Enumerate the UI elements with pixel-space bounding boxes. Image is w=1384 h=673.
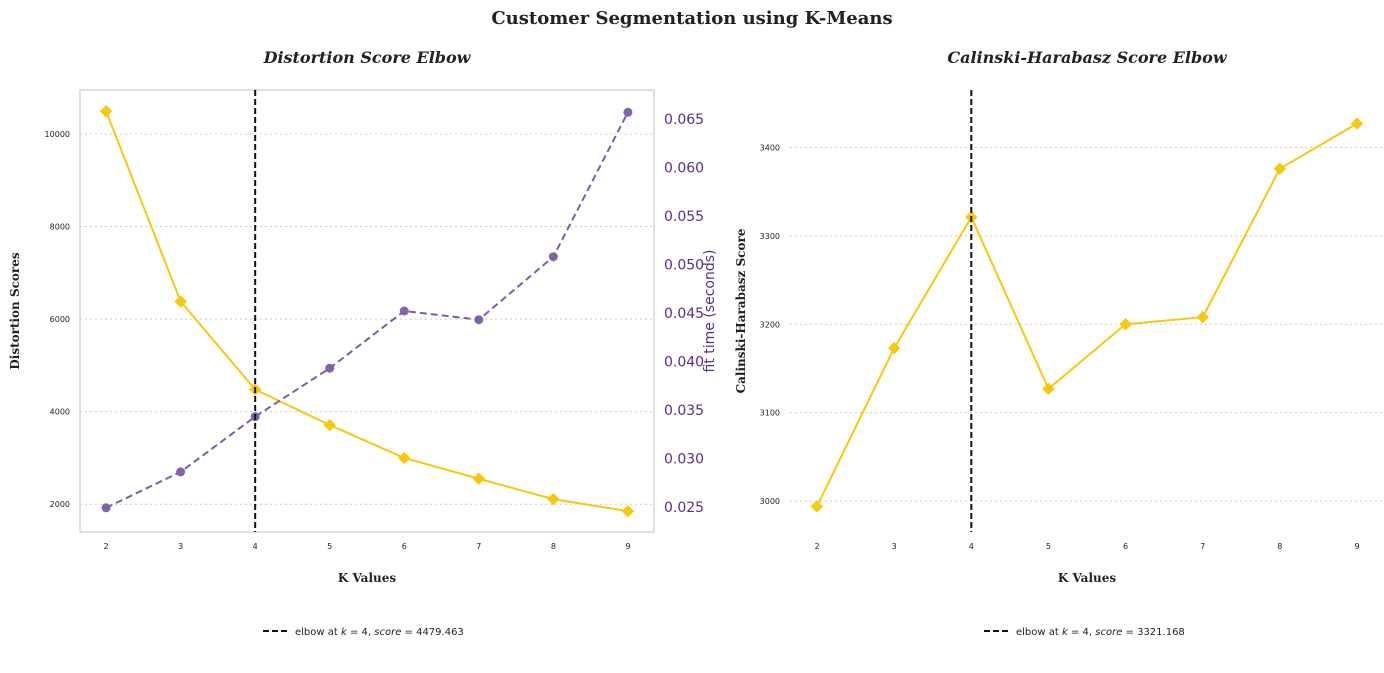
legend-label: elbow at k = 4, score = 4479.463 xyxy=(295,627,464,638)
y2-tick-label: 0.035 xyxy=(664,403,704,419)
data-point-calinski_harabasz xyxy=(1350,117,1364,130)
x-tick-label: 7 xyxy=(476,542,481,551)
series-line-distortion xyxy=(105,110,629,513)
y-tick-label: 3300 xyxy=(760,232,780,241)
y2-tick-label: 0.040 xyxy=(664,354,704,370)
legend-label-part: k xyxy=(1062,627,1069,638)
legend-label-part: score xyxy=(1095,627,1122,638)
data-point-fit_time xyxy=(474,315,484,325)
data-point-calinski_harabasz xyxy=(1273,162,1287,175)
chart-2: Calinski-Harabasz Score Elbow 3000 3100 320… xyxy=(734,48,1384,638)
x-tick-label: 2 xyxy=(814,542,819,551)
data-point-distortion xyxy=(99,105,113,118)
y-tick-label: 10000 xyxy=(45,130,70,139)
legend-label: elbow at k = 4, score = 3321.168 xyxy=(1016,627,1185,638)
chart-1: Distortion Score Elbow 2000 4000 6000 8000 10… xyxy=(8,48,718,638)
legend-label-part: k xyxy=(341,627,348,638)
y-tick-label: 8000 xyxy=(50,223,70,232)
y-axis-label: Calinski-Harabasz Score xyxy=(734,228,748,393)
x-tick-label: 8 xyxy=(1277,542,1282,551)
x-tick-label: 9 xyxy=(1354,542,1359,551)
chart-title: Calinski-Harabasz Score Elbow xyxy=(947,48,1227,67)
y2-tick-label: 0.050 xyxy=(664,257,704,273)
y2-tick-label: 0.045 xyxy=(664,306,704,322)
y-tick-label: 2000 xyxy=(50,500,70,509)
data-point-fit_time xyxy=(548,252,558,262)
y2-tick-label: 0.025 xyxy=(664,500,704,516)
y2-tick-label: 0.060 xyxy=(664,161,704,177)
data-point-fit_time xyxy=(176,467,186,477)
y2-tick-label: 0.030 xyxy=(664,451,704,467)
x-tick-label: 9 xyxy=(625,542,630,551)
x-tick-label: 5 xyxy=(1046,542,1051,551)
data-point-calinski_harabasz xyxy=(810,500,824,513)
data-point-calinski_harabasz xyxy=(887,341,901,355)
x-tick-label: 3 xyxy=(892,542,897,551)
legend-label-part: = 4, xyxy=(1068,627,1095,638)
data-point-calinski_harabasz xyxy=(1196,310,1209,324)
data-point-distortion xyxy=(547,492,560,506)
x-tick-label: 8 xyxy=(551,542,556,551)
data-point-distortion xyxy=(398,451,411,465)
legend: elbow at k = 4, score = 4479.463 xyxy=(263,627,464,638)
data-point-distortion xyxy=(323,418,336,432)
x-tick-label: 4 xyxy=(969,542,974,551)
y-tick-label: 4000 xyxy=(50,408,70,417)
x-tick-label: 4 xyxy=(253,542,258,551)
y2-axis-label: fit time (seconds) xyxy=(702,250,718,373)
x-tick-label: 6 xyxy=(402,542,407,551)
data-point-fit_time xyxy=(399,306,409,316)
x-tick-label: 5 xyxy=(327,542,332,551)
data-point-fit_time xyxy=(101,503,111,513)
chart-title: Distortion Score Elbow xyxy=(263,48,472,67)
legend-label-part: elbow at xyxy=(1016,627,1062,638)
y-tick-label: 3000 xyxy=(760,497,780,506)
x-axis-label: K Values xyxy=(338,571,397,585)
legend: elbow at k = 4, score = 3321.168 xyxy=(984,627,1185,638)
data-point-calinski_harabasz xyxy=(1119,318,1132,331)
y-tick-label: 6000 xyxy=(50,315,70,324)
y-axis-label: Distortion Scores xyxy=(8,252,22,370)
y-tick-label: 3400 xyxy=(760,143,780,152)
figure-title: Customer Segmentation using K-Means xyxy=(491,8,892,29)
x-tick-label: 3 xyxy=(178,542,183,551)
data-point-fit_time xyxy=(325,363,335,373)
series-line-fit_time xyxy=(105,111,629,509)
legend-label-part: score xyxy=(374,627,401,638)
y2-tick-label: 0.065 xyxy=(664,112,704,128)
x-tick-label: 6 xyxy=(1123,542,1128,551)
legend-label-part: = 4479.463 xyxy=(401,627,463,638)
data-point-distortion xyxy=(621,504,635,518)
y-tick-label: 3100 xyxy=(760,409,780,418)
x-tick-label: 7 xyxy=(1200,542,1205,551)
data-point-distortion xyxy=(472,472,486,485)
y2-tick-label: 0.055 xyxy=(664,209,704,225)
y-tick-label: 3200 xyxy=(760,320,780,329)
x-axis-label: K Values xyxy=(1058,571,1117,585)
legend-label-part: = 3321.168 xyxy=(1122,627,1184,638)
data-point-distortion xyxy=(174,295,187,308)
series-line-calinski_harabasz xyxy=(816,122,1358,507)
plot-frame xyxy=(79,89,655,533)
x-tick-label: 2 xyxy=(104,542,109,551)
data-point-calinski_harabasz xyxy=(1042,382,1055,395)
legend-label-part: elbow at xyxy=(295,627,341,638)
data-point-fit_time xyxy=(623,107,633,117)
legend-label-part: = 4, xyxy=(347,627,374,638)
